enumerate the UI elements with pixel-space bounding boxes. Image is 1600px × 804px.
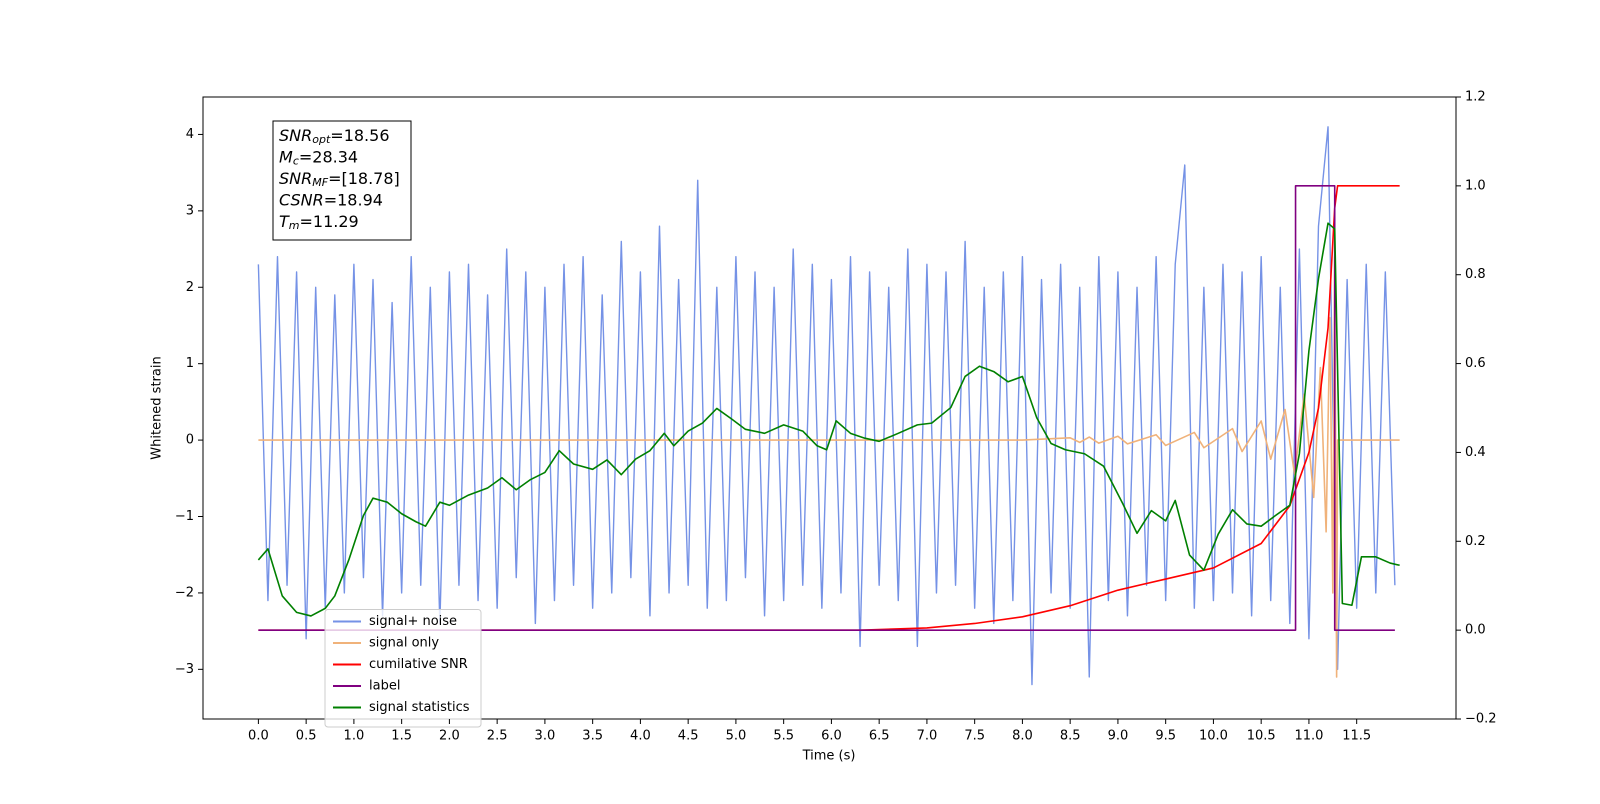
x-tick-label: 5.0 [726, 729, 747, 744]
legend-label: signal statistics [369, 700, 470, 715]
x-tick-label: 7.5 [964, 729, 985, 744]
x-tick-label: 2.0 [439, 729, 460, 744]
y-tick-label: −2 [175, 585, 194, 600]
x-tick-label: 9.0 [1108, 729, 1129, 744]
annotation-value: =[18.78] [328, 169, 400, 188]
y2-tick-label: 0.2 [1465, 534, 1486, 549]
legend-label: label [369, 679, 400, 694]
y2-tick-label: 1.0 [1465, 178, 1486, 193]
legend-label: signal only [369, 636, 439, 651]
x-tick-label: 2.5 [487, 729, 508, 744]
y-tick-label: 3 [186, 203, 194, 218]
y-tick-label: 0 [186, 433, 194, 448]
annotation-value: =18.94 [324, 190, 383, 209]
x-tick-label: 1.0 [344, 729, 365, 744]
annotation-value: =11.29 [300, 212, 359, 231]
series-line [257, 126, 1396, 686]
series-line [258, 185, 1400, 631]
annotation-symbol: CSNR [279, 190, 324, 209]
y-tick-label: 2 [186, 280, 194, 295]
plot-area [257, 126, 1400, 686]
axes-frame [202, 96, 1457, 720]
x-tick-label: 1.5 [391, 729, 412, 744]
y-tick-label: −1 [175, 509, 194, 524]
annotation-subscript: m [289, 219, 300, 232]
annotation-value: =18.56 [330, 126, 389, 145]
x-tick-label: 6.0 [821, 729, 842, 744]
series-line [257, 222, 1400, 617]
x-tick-label: 6.5 [869, 729, 890, 744]
x-tick-label: 11.5 [1342, 729, 1371, 744]
annotation-symbol: SNR [279, 126, 312, 145]
y-axis-label: Whitened strain [150, 356, 165, 459]
x-tick-label: 9.5 [1155, 729, 1176, 744]
x-tick-label: 3.0 [535, 729, 556, 744]
annotation-text: Mc=28.34 [279, 147, 358, 168]
x-tick-label: 10.0 [1199, 729, 1228, 744]
y2-tick-label: 0.4 [1465, 445, 1486, 460]
annotation-symbol: SNR [279, 169, 312, 188]
x-tick-label: 3.5 [582, 729, 603, 744]
x-tick-label: 10.5 [1247, 729, 1276, 744]
x-tick-label: 11.0 [1294, 729, 1323, 744]
annotation-text: Tm=11.29 [279, 212, 359, 233]
annotation-subscript: opt [312, 133, 331, 146]
legend-frame [324, 609, 482, 728]
y2-tick-label: 1.2 [1465, 90, 1486, 105]
annotation-text: SNRopt=18.56 [279, 126, 390, 147]
x-tick-label: 8.0 [1012, 729, 1033, 744]
annotation-frame [272, 120, 412, 241]
x-tick-label: 8.5 [1060, 729, 1081, 744]
annotation-subscript: MF [312, 176, 328, 189]
series-line [258, 185, 1395, 631]
y-tick-label: 1 [186, 356, 194, 371]
x-tick-label: 0.5 [296, 729, 317, 744]
x-tick-label: 4.5 [678, 729, 699, 744]
annotation-text: CSNR=18.94 [279, 190, 383, 209]
x-tick-label: 7.0 [917, 729, 938, 744]
annotation-value: =28.34 [299, 147, 358, 166]
x-tick-label: 4.0 [630, 729, 651, 744]
y2-tick-label: 0.6 [1465, 356, 1486, 371]
y2-tick-label: 0.0 [1465, 623, 1486, 638]
x-tick-label: 5.5 [773, 729, 794, 744]
annotation-subscript: c [293, 155, 299, 168]
legend: signal+ noise signal only cumilative SNR la… [324, 609, 482, 728]
legend-label: signal+ noise [369, 614, 457, 629]
x-tick-label: 0.0 [248, 729, 269, 744]
series-line [258, 255, 1400, 678]
legend-label: cumilative SNR [369, 657, 468, 672]
y-tick-label: 4 [186, 127, 194, 142]
annotation-symbol: M [279, 147, 293, 166]
annotation-box: SNRopt=18.56Mc=28.34SNRMF=[18.78]CSNR=18… [272, 120, 412, 241]
annotation-symbol: T [279, 212, 290, 231]
y-tick-label: −3 [175, 662, 194, 677]
x-axis-label: Time (s) [802, 749, 856, 764]
y2-tick-label: −0.2 [1465, 712, 1497, 727]
y2-tick-label: 0.8 [1465, 267, 1486, 282]
annotation-text: SNRMF=[18.78] [279, 169, 400, 190]
